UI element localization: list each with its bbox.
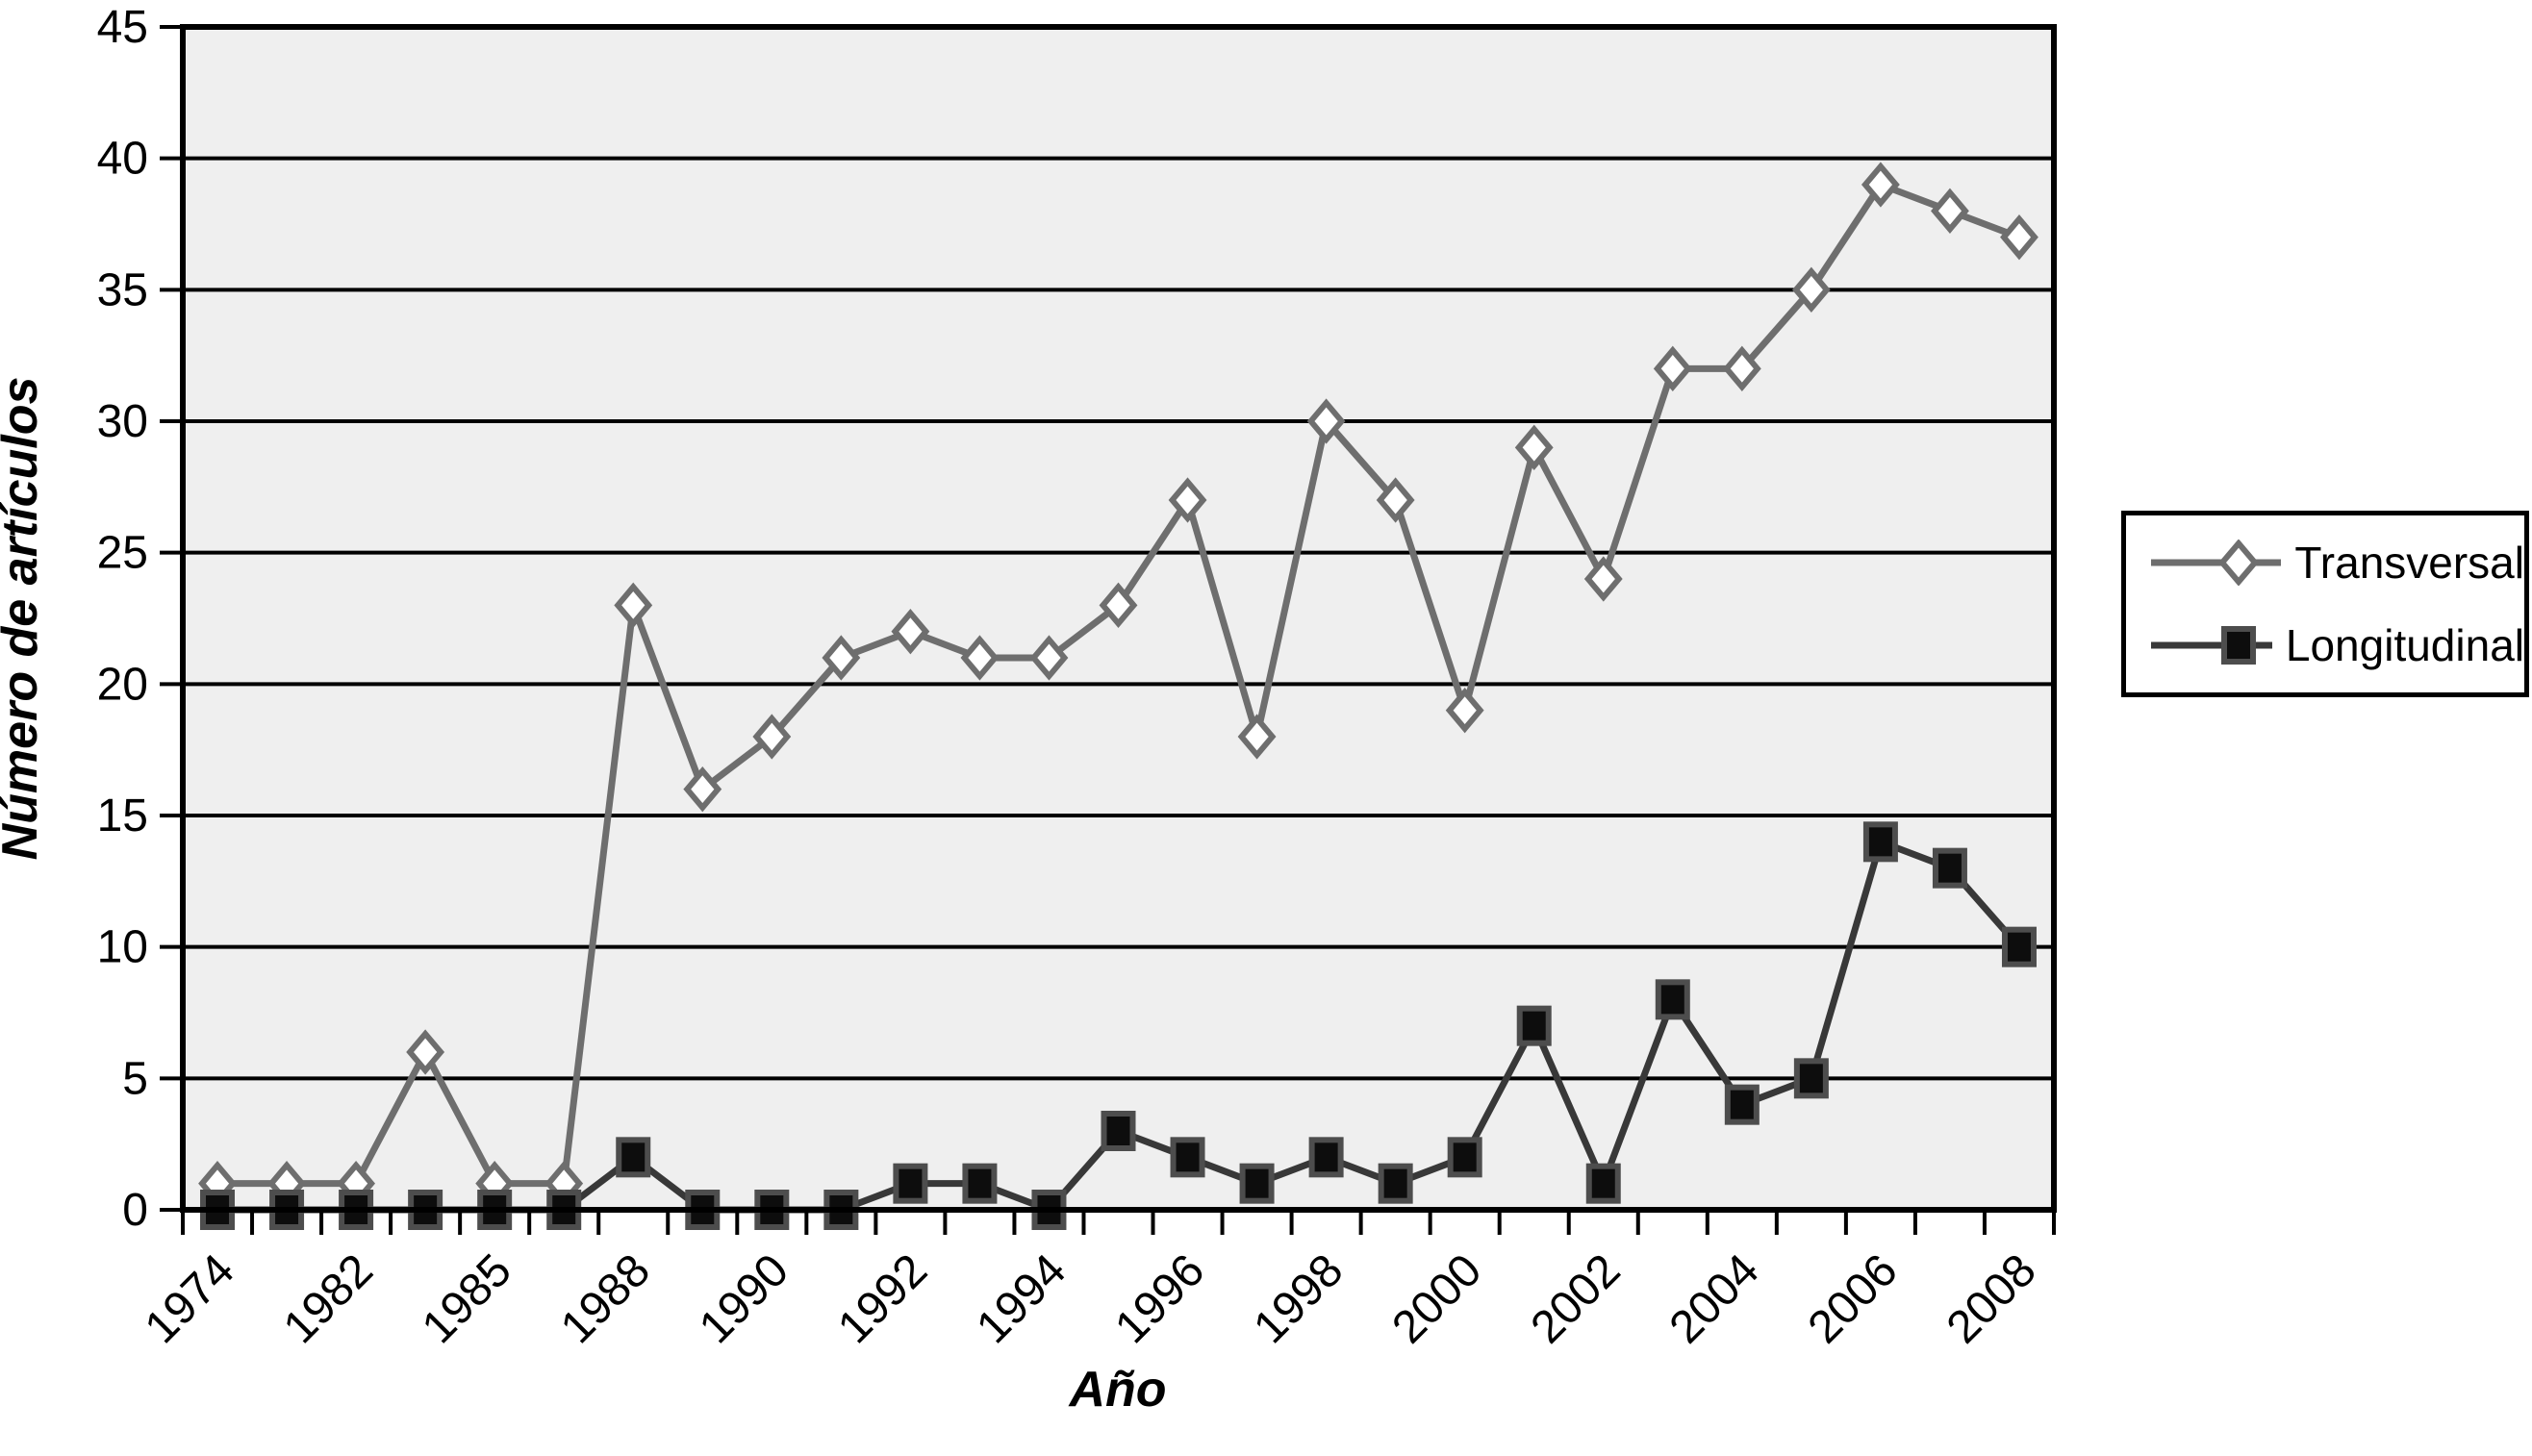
- svg-text:2000: 2000: [1382, 1244, 1491, 1353]
- axis-ticks: [160, 25, 2056, 1235]
- gridlines: [183, 156, 2054, 1081]
- y-axis-tick-labels: 0 5 10 15 20 25 30 35 40 45: [97, 2, 148, 1236]
- svg-text:40: 40: [97, 134, 148, 185]
- svg-text:1992: 1992: [828, 1244, 937, 1353]
- svg-text:35: 35: [97, 264, 148, 315]
- svg-text:2006: 2006: [1799, 1244, 1908, 1353]
- svg-text:1994: 1994: [967, 1244, 1076, 1353]
- plot-frame: [180, 24, 2057, 1213]
- legend: Transversal Longitudinal: [2121, 511, 2529, 697]
- svg-text:1990: 1990: [690, 1244, 798, 1353]
- svg-text:2008: 2008: [1937, 1244, 2046, 1353]
- svg-text:1998: 1998: [1244, 1244, 1353, 1353]
- svg-text:25: 25: [97, 528, 148, 579]
- svg-text:1985: 1985: [413, 1244, 521, 1353]
- svg-text:1982: 1982: [274, 1244, 383, 1353]
- svg-text:30: 30: [97, 396, 148, 447]
- legend-label-transversal: Transversal: [2294, 538, 2524, 588]
- legend-item-transversal: Transversal: [2147, 537, 2524, 589]
- longitudinal-line-marker-icon: [2151, 626, 2272, 665]
- legend-label-longitudinal: Longitudinal: [2285, 620, 2524, 670]
- svg-text:10: 10: [97, 922, 148, 973]
- svg-text:15: 15: [97, 791, 148, 841]
- x-axis-title: Año: [1067, 1362, 1166, 1418]
- legend-item-longitudinal: Longitudinal: [2147, 619, 2524, 671]
- svg-text:2004: 2004: [1660, 1244, 1769, 1353]
- svg-text:1988: 1988: [551, 1244, 660, 1353]
- svg-text:5: 5: [122, 1053, 148, 1104]
- svg-text:1974: 1974: [136, 1244, 244, 1353]
- svg-text:45: 45: [97, 2, 148, 53]
- svg-text:20: 20: [97, 659, 148, 710]
- x-axis-tick-labels: 1974 1982 1985 1988 1990 1992 1994 1996 1998 2000…: [136, 1244, 2046, 1353]
- transversal-line-marker-icon: [2151, 540, 2282, 586]
- svg-text:0: 0: [122, 1185, 148, 1236]
- y-axis-title: Número de artículos: [0, 377, 48, 861]
- svg-text:1996: 1996: [1105, 1244, 1214, 1353]
- svg-text:2002: 2002: [1522, 1244, 1631, 1353]
